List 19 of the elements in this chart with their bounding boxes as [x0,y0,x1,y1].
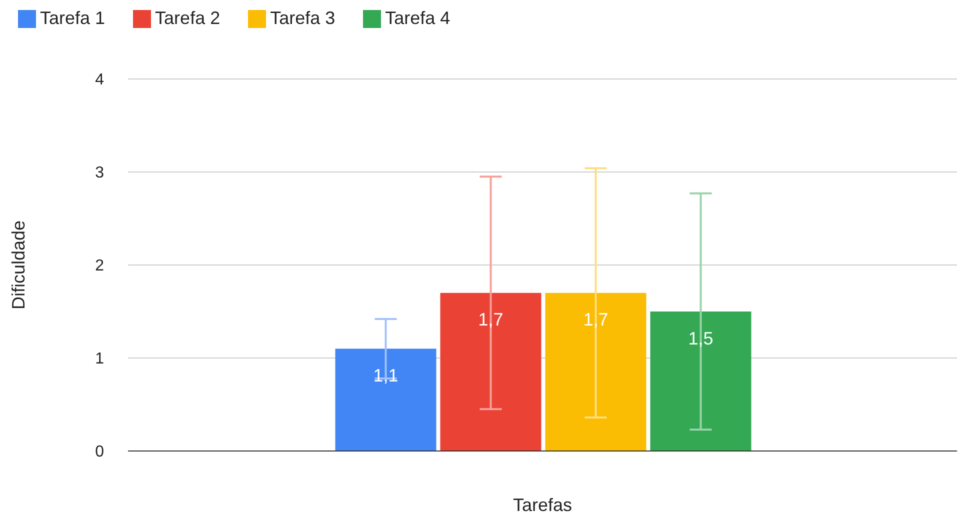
bar [545,292,646,451]
y-tick-label: 3 [95,164,104,182]
data-label: 1,5 [688,328,714,348]
x-axis-title: Tarefas [512,495,572,515]
y-tick-label: 2 [95,258,104,275]
y-axis-title: Dificuldade [8,220,28,310]
y-tick-label: 1 [95,350,104,368]
legend-label: Tarefa 2 [155,8,220,28]
bar [650,312,752,451]
bar [440,292,542,451]
y-tick-label: 4 [95,72,104,89]
data-label: 1,1 [373,365,398,386]
legend-label: Tarefa 3 [270,8,336,28]
data-label: 1,7 [478,310,504,330]
legend-label: Tarefa 1 [40,8,106,28]
y-tick-label: 0 [95,444,104,461]
legend-label: Tarefa 4 [385,8,450,28]
data-label: 1,7 [583,310,608,330]
bar [335,348,436,451]
